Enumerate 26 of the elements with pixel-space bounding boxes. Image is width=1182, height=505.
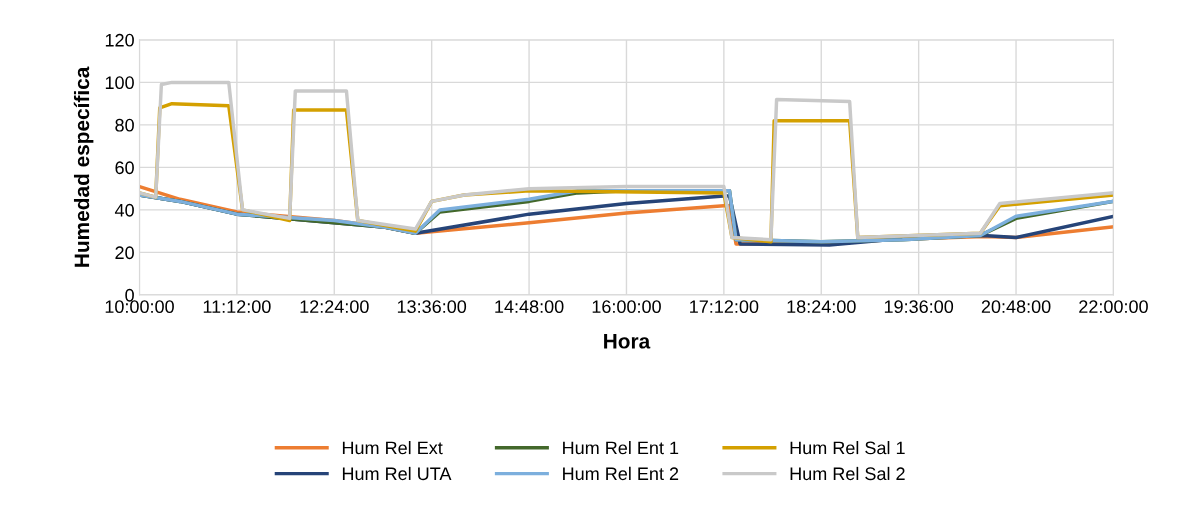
x-tick-label: 22:00:00 bbox=[1079, 300, 1148, 314]
x-tick-label: 10:00:00 bbox=[105, 300, 174, 314]
x-tick-label: 12:24:00 bbox=[300, 300, 369, 314]
x-tick-label: 17:12:00 bbox=[690, 300, 759, 314]
x-tick-label: 19:36:00 bbox=[884, 300, 954, 314]
y-tick-label: 0 bbox=[125, 288, 134, 302]
legend-label: Hum Rel Sal 2 bbox=[790, 466, 905, 481]
legend-label: Hum Rel Ent 2 bbox=[563, 466, 679, 481]
y-tick-label: 100 bbox=[105, 76, 134, 90]
x-tick-label: 20:48:00 bbox=[981, 300, 1051, 314]
x-tick-label: 18:24:00 bbox=[787, 300, 856, 314]
legend-label: Hum Rel Ent 1 bbox=[563, 441, 679, 455]
x-axis-title: Hora bbox=[604, 334, 651, 349]
y-tick-label: 60 bbox=[115, 161, 134, 175]
legend-label: Hum Rel Ext bbox=[342, 441, 443, 455]
x-tick-label: 16:00:00 bbox=[592, 300, 661, 314]
x-tick-label: 14:48:00 bbox=[495, 300, 564, 314]
y-tick-label: 120 bbox=[105, 33, 134, 47]
y-tick-label: 20 bbox=[115, 246, 134, 260]
legend-label: Hum Rel Sal 1 bbox=[790, 441, 905, 455]
x-tick-label: 13:36:00 bbox=[397, 300, 467, 314]
y-tick-label: 80 bbox=[115, 118, 134, 132]
x-tick-label: 11:12:00 bbox=[203, 300, 271, 314]
y-axis-title: Humedad específica bbox=[73, 66, 94, 267]
legend-label: Hum Rel UTA bbox=[342, 466, 452, 481]
y-tick-label: 40 bbox=[114, 203, 134, 217]
